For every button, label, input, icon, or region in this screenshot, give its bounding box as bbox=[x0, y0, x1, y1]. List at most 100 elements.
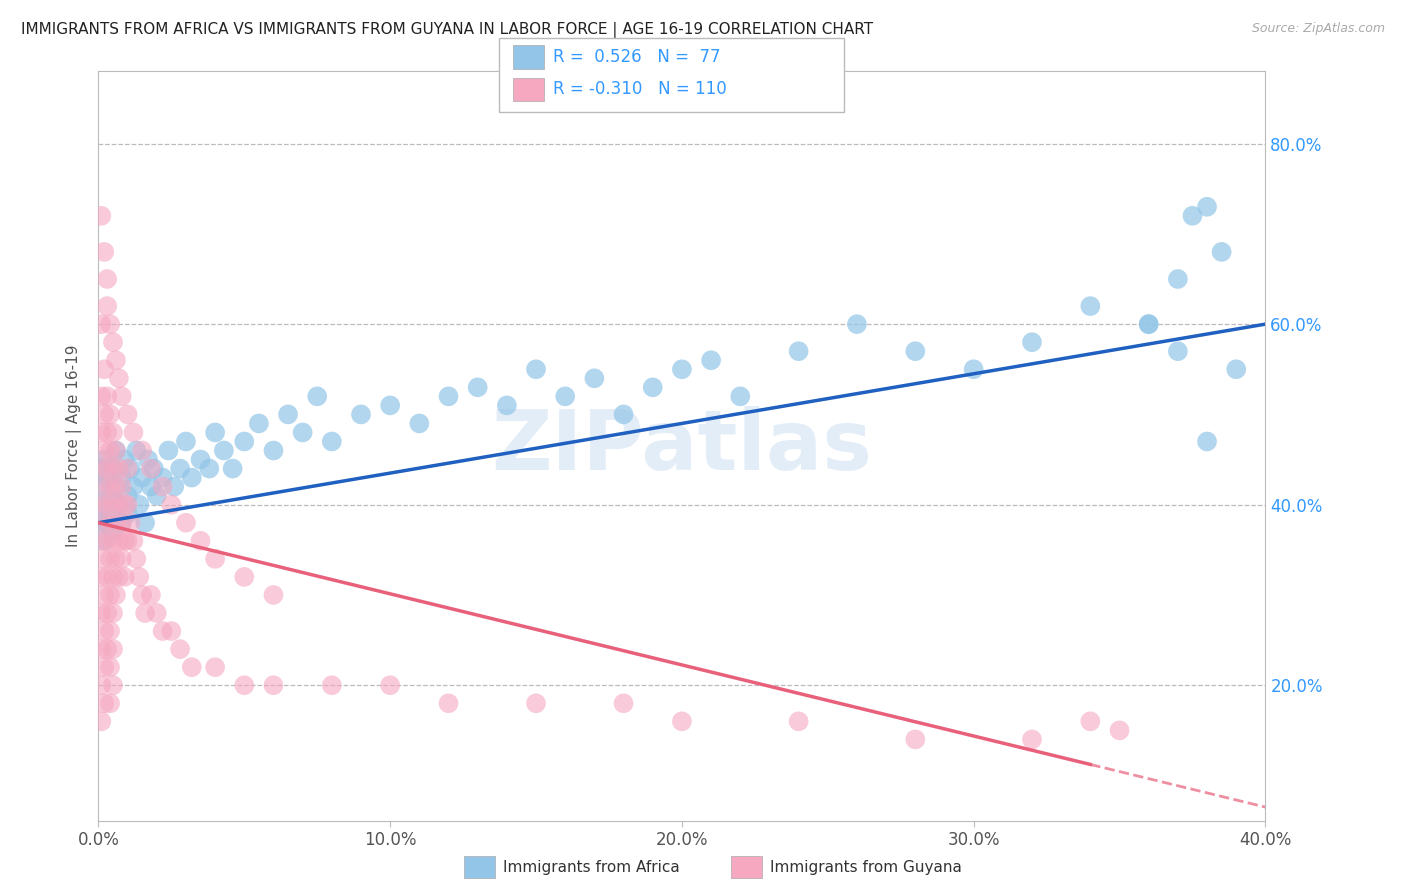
Point bbox=[904, 344, 927, 359]
Point bbox=[96, 389, 118, 403]
Point bbox=[233, 678, 256, 692]
Point bbox=[146, 606, 169, 620]
Point bbox=[142, 461, 165, 475]
Point bbox=[612, 696, 634, 710]
Point bbox=[111, 516, 134, 530]
Point bbox=[524, 696, 547, 710]
Point bbox=[1211, 244, 1233, 259]
Point bbox=[90, 317, 112, 331]
Point bbox=[221, 461, 243, 475]
Point bbox=[152, 470, 174, 484]
Point bbox=[90, 533, 112, 548]
Point bbox=[583, 371, 606, 385]
Point bbox=[160, 624, 183, 638]
Point bbox=[437, 389, 460, 403]
Point bbox=[108, 371, 131, 385]
Point bbox=[90, 498, 112, 512]
Point bbox=[101, 570, 124, 584]
Point bbox=[90, 425, 112, 440]
Point bbox=[96, 470, 118, 484]
Point bbox=[380, 678, 402, 692]
Point bbox=[98, 443, 121, 458]
Point bbox=[104, 516, 127, 530]
Point bbox=[93, 480, 115, 494]
Point bbox=[212, 443, 235, 458]
Point bbox=[262, 443, 284, 458]
Point bbox=[96, 461, 118, 475]
Point bbox=[98, 588, 121, 602]
Point bbox=[262, 678, 284, 692]
Point bbox=[350, 408, 373, 422]
Point bbox=[700, 353, 723, 368]
Point bbox=[90, 642, 112, 657]
Point bbox=[1181, 209, 1204, 223]
Point bbox=[671, 362, 693, 376]
Point bbox=[117, 461, 139, 475]
Point bbox=[291, 425, 314, 440]
Point bbox=[108, 570, 131, 584]
Point bbox=[524, 362, 547, 376]
Point bbox=[1167, 344, 1189, 359]
Point bbox=[1021, 732, 1043, 747]
Point bbox=[117, 498, 139, 512]
Point bbox=[114, 498, 136, 512]
Text: R = -0.310   N = 110: R = -0.310 N = 110 bbox=[553, 80, 727, 98]
Point bbox=[96, 498, 118, 512]
Point bbox=[169, 461, 191, 475]
Point bbox=[904, 732, 927, 747]
Point bbox=[111, 516, 134, 530]
Point bbox=[96, 425, 118, 440]
Point bbox=[139, 588, 162, 602]
Point bbox=[93, 452, 115, 467]
Point bbox=[136, 452, 159, 467]
Point bbox=[233, 434, 256, 449]
Point bbox=[101, 642, 124, 657]
Point bbox=[90, 461, 112, 475]
Point bbox=[1108, 723, 1130, 738]
Point bbox=[101, 461, 124, 475]
Point bbox=[90, 606, 112, 620]
Point bbox=[96, 299, 118, 313]
Point bbox=[307, 389, 329, 403]
Point bbox=[93, 408, 115, 422]
Point bbox=[96, 533, 118, 548]
Point bbox=[408, 417, 430, 431]
Point bbox=[122, 425, 145, 440]
Point bbox=[111, 470, 134, 484]
Point bbox=[101, 425, 124, 440]
Point bbox=[98, 660, 121, 674]
Point bbox=[496, 398, 519, 412]
Point bbox=[134, 516, 156, 530]
Point bbox=[104, 552, 127, 566]
Point bbox=[98, 317, 121, 331]
Point bbox=[467, 380, 489, 394]
Point bbox=[104, 480, 127, 494]
Point bbox=[262, 588, 284, 602]
Point bbox=[174, 434, 197, 449]
Point bbox=[101, 335, 124, 350]
Point bbox=[321, 678, 343, 692]
Point bbox=[98, 624, 121, 638]
Point bbox=[152, 480, 174, 494]
Point bbox=[90, 461, 112, 475]
Point bbox=[98, 489, 121, 503]
Point bbox=[93, 244, 115, 259]
Point bbox=[1080, 714, 1102, 729]
Point bbox=[125, 552, 148, 566]
Point bbox=[128, 570, 150, 584]
Point bbox=[90, 209, 112, 223]
Point bbox=[152, 624, 174, 638]
Point bbox=[93, 696, 115, 710]
Point bbox=[846, 317, 869, 331]
Point bbox=[128, 498, 150, 512]
Point bbox=[96, 570, 118, 584]
Point bbox=[101, 498, 124, 512]
Text: Immigrants from Africa: Immigrants from Africa bbox=[503, 860, 681, 874]
Point bbox=[96, 516, 118, 530]
Point bbox=[139, 461, 162, 475]
Text: ZIPatlas: ZIPatlas bbox=[492, 406, 872, 486]
Point bbox=[111, 552, 134, 566]
Point bbox=[131, 443, 153, 458]
Point bbox=[1225, 362, 1247, 376]
Text: R =  0.526   N =  77: R = 0.526 N = 77 bbox=[553, 48, 720, 66]
